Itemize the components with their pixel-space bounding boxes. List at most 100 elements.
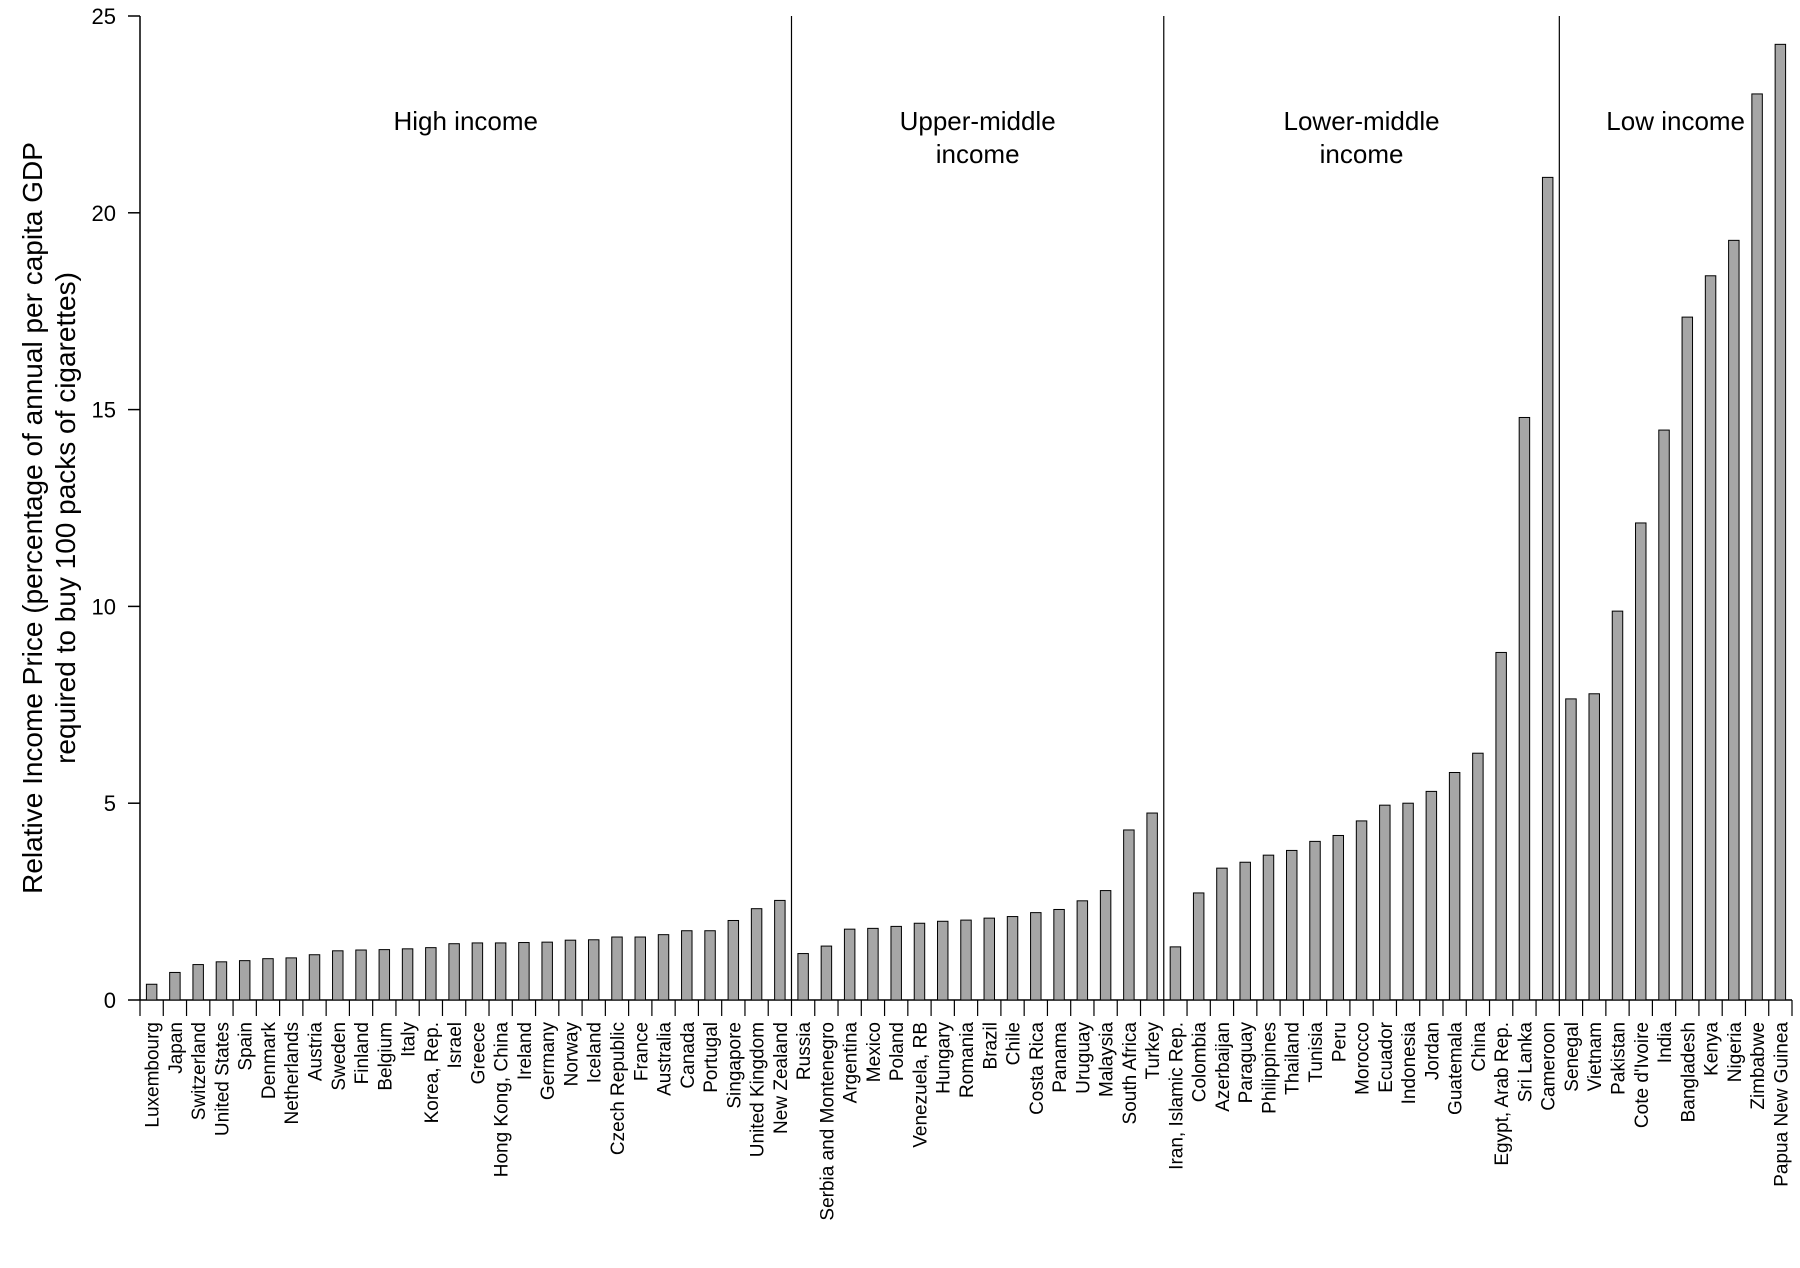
group-label: High income — [393, 106, 538, 136]
bar — [1216, 867, 1228, 1001]
group-dividers — [790, 16, 1560, 1000]
bar — [1239, 861, 1251, 1001]
bar — [936, 920, 949, 1001]
bar — [1495, 651, 1507, 1001]
bar — [983, 917, 996, 1001]
bar — [448, 943, 460, 1001]
category-label: Morocco — [1353, 1022, 1374, 1095]
category-label: India — [1655, 1022, 1676, 1064]
bar — [890, 925, 902, 1001]
bar — [1169, 946, 1182, 1001]
category-label: Kenya — [1702, 1022, 1723, 1076]
category-label: Israel — [445, 1022, 466, 1068]
category-label: Poland — [887, 1022, 908, 1081]
bar — [215, 961, 228, 1001]
bar — [1355, 820, 1368, 1001]
category-labels: Luxembourg Japan Switzerland United States S… — [143, 1021, 1793, 1220]
category-label: Canada — [678, 1022, 699, 1089]
category-label: Japan — [166, 1022, 187, 1074]
category-label: Philippines — [1259, 1022, 1280, 1114]
bar — [1681, 316, 1694, 1001]
category-label: Russia — [794, 1022, 815, 1081]
bar — [1053, 908, 1065, 1001]
category-label: Hungary — [934, 1022, 955, 1094]
bar — [1030, 912, 1042, 1001]
bar — [518, 942, 530, 1001]
category-label: Peru — [1329, 1022, 1350, 1062]
bar — [1541, 176, 1554, 1001]
category-label: Papua New Guinea — [1771, 1022, 1792, 1187]
bar — [1146, 812, 1158, 1001]
category-label: Ecuador — [1376, 1021, 1397, 1092]
bar — [681, 930, 693, 1001]
bar — [1565, 698, 1577, 1001]
category-label: Korea, Rep. — [422, 1022, 443, 1123]
bar — [611, 936, 623, 1001]
bar — [262, 958, 274, 1001]
category-label: Greece — [468, 1022, 489, 1084]
category-label: United Kingdom — [748, 1022, 769, 1157]
group-label: Lower-middle income — [1284, 106, 1440, 169]
category-label: Belgium — [375, 1022, 396, 1091]
bar — [634, 936, 646, 1001]
bar — [1262, 854, 1275, 1001]
category-label: Serbia and Montenegro — [817, 1022, 838, 1221]
x-axis — [139, 999, 1793, 1016]
category-label: United States — [212, 1022, 233, 1136]
category-label: Portugal — [701, 1022, 722, 1093]
category-label: Iceland — [585, 1022, 606, 1083]
bar — [238, 960, 251, 1001]
category-label: Uruguay — [1073, 1022, 1094, 1094]
y-tick-label: 0 — [104, 988, 116, 1013]
y-axis-title: Relative Income Price (percentage of ann… — [17, 142, 81, 894]
bar — [750, 908, 763, 1001]
category-label: Germany — [538, 1022, 559, 1101]
category-label: Chile — [1004, 1022, 1025, 1065]
category-label: Italy — [399, 1022, 420, 1057]
bar — [1611, 610, 1624, 1001]
category-label: Sweden — [329, 1022, 350, 1091]
bar — [727, 919, 740, 1001]
category-label: Cameroon — [1539, 1022, 1560, 1111]
category-label: Denmark — [259, 1022, 280, 1100]
group-labels: High income Upper-middle income Lower-middl… — [393, 106, 1745, 169]
bar — [1123, 829, 1135, 1001]
category-label: Malaysia — [1097, 1022, 1118, 1097]
category-label: Hong Kong, China — [492, 1022, 513, 1178]
category-label: France — [631, 1022, 652, 1081]
bar — [1728, 239, 1740, 1001]
category-label: Luxembourg — [143, 1022, 164, 1128]
bar — [425, 947, 437, 1001]
category-label: Finland — [352, 1022, 373, 1084]
bar — [1402, 802, 1414, 1001]
bar — [1588, 693, 1600, 1001]
y-tick-label: 15 — [92, 398, 116, 423]
category-label: Senegal — [1562, 1022, 1583, 1092]
category-label: Romania — [957, 1022, 978, 1098]
group-label: Upper-middle income — [900, 106, 1056, 169]
bar — [1751, 93, 1763, 1001]
category-label: Vietnam — [1585, 1022, 1606, 1091]
category-label: Colombia — [1190, 1022, 1211, 1103]
category-label: Switzerland — [189, 1022, 210, 1120]
category-label: Bangladesh — [1678, 1022, 1699, 1122]
category-label: Mexico — [864, 1022, 885, 1082]
bar — [1704, 275, 1717, 1001]
bar — [1076, 900, 1089, 1001]
category-label: Panama — [1050, 1022, 1071, 1093]
category-label: Zimbabwe — [1748, 1022, 1769, 1110]
bar — [401, 948, 414, 1001]
bar — [704, 930, 716, 1001]
bar — [843, 928, 856, 1001]
bar — [332, 950, 344, 1001]
category-label: Iran, Islamic Rep. — [1166, 1022, 1187, 1170]
category-label: Tunisia — [1306, 1022, 1327, 1083]
category-label: Spain — [236, 1022, 257, 1071]
category-label: Netherlands — [282, 1022, 303, 1124]
category-label: South Africa — [1120, 1022, 1141, 1125]
bar — [308, 954, 321, 1001]
category-label: Sri Lanka — [1515, 1022, 1536, 1103]
category-label: Cote d'Ivoire — [1632, 1022, 1653, 1128]
bar — [657, 934, 670, 1001]
bar — [867, 927, 879, 1001]
